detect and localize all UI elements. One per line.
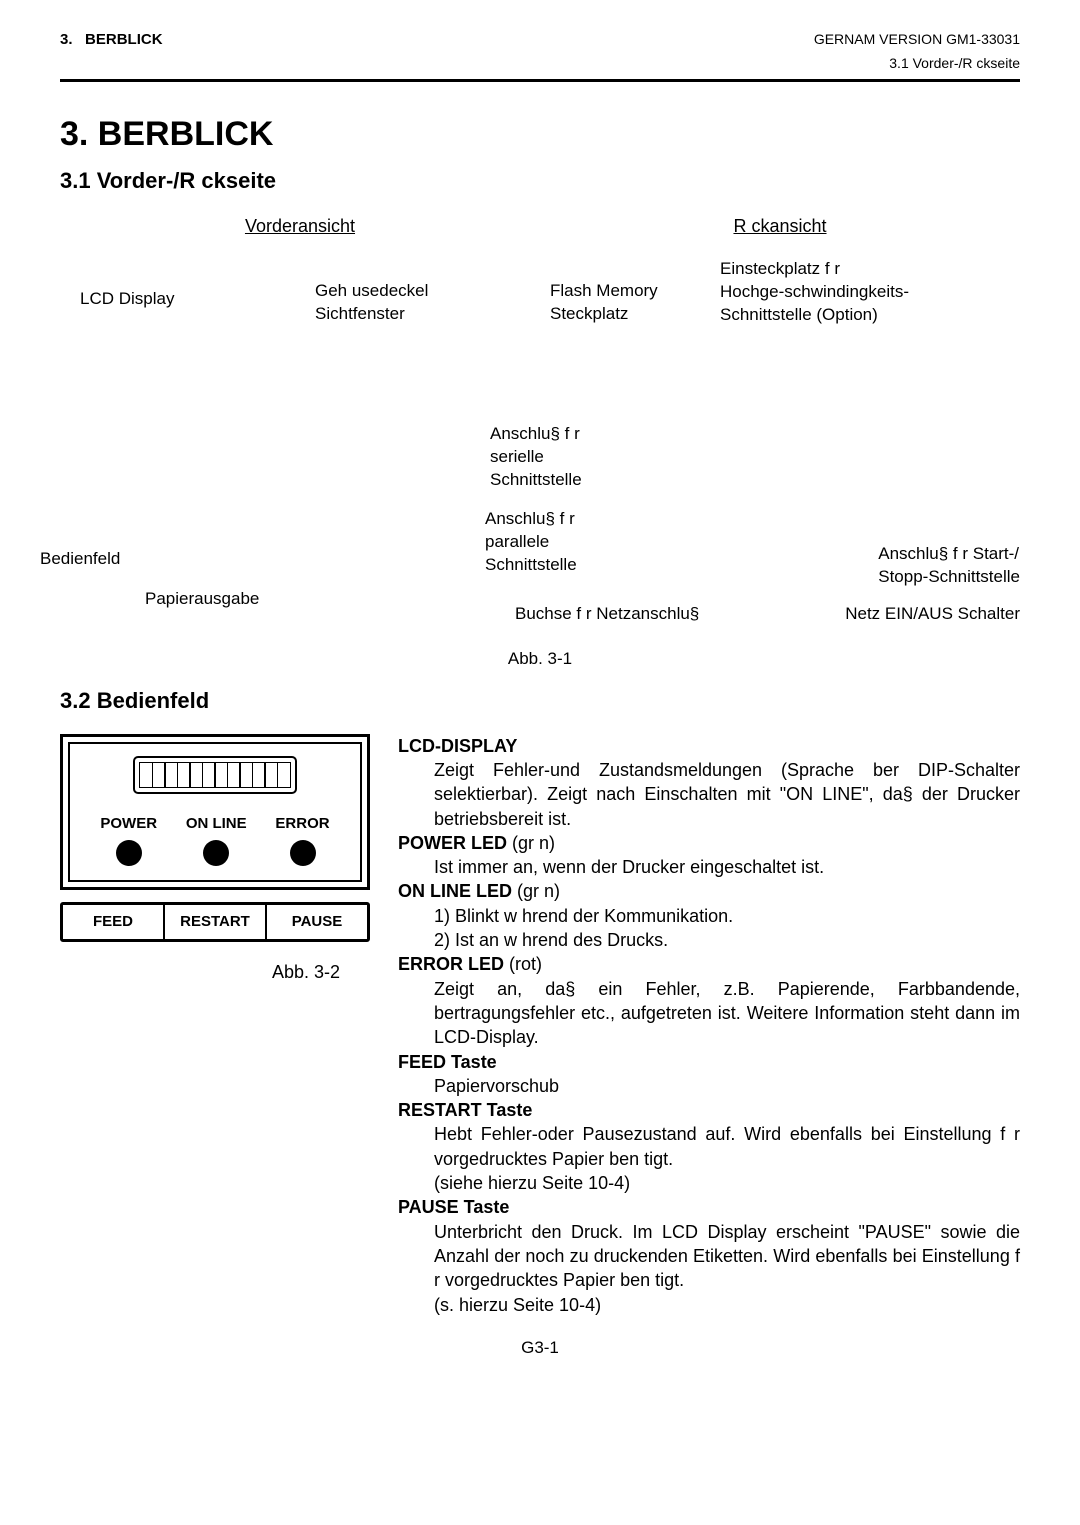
led-power: POWER — [100, 814, 157, 866]
feed-button[interactable]: FEED — [63, 905, 165, 939]
page-number: G3-1 — [60, 1337, 1020, 1360]
desc-error-term: ERROR LED (rot) — [398, 952, 1020, 976]
panel-illustration-column: POWER ON LINE ERROR FEED RESTART — [60, 734, 370, 1317]
label-control-panel: Bedienfeld — [40, 548, 120, 571]
label-highspeed-slot: Einsteckplatz f r Hochge-schwindingkeits… — [720, 258, 909, 327]
led-error: ERROR — [275, 814, 329, 866]
label-cover-window: Geh usedeckel Sichtfenster — [315, 280, 428, 326]
header-chapter-num: 3. — [60, 31, 73, 48]
desc-power-term-suffix: (gr n) — [512, 833, 555, 853]
desc-online-body2: 2) Ist an w hrend des Drucks. — [398, 928, 1020, 952]
header-chapter: 3. BERBLICK — [60, 30, 163, 50]
label-power-switch: Netz EIN/AUS Schalter — [845, 603, 1020, 626]
led-online: ON LINE — [186, 814, 247, 866]
button-row-frame: FEED RESTART PAUSE — [60, 902, 370, 942]
desc-error-body: Zeigt an, da§ ein Fehler, z.B. Papierend… — [398, 977, 1020, 1050]
front-view-heading: Vorderansicht — [245, 216, 355, 236]
label-power-socket: Buchse f r Netzanschlu§ — [515, 603, 699, 626]
desc-pause-body2: (s. hierzu Seite 10-4) — [398, 1293, 1020, 1317]
header-chapter-title: BERBLICK — [85, 31, 163, 48]
page-header: 3. BERBLICK GERNAM VERSION GM1-33031 — [60, 30, 1020, 50]
led-error-label: ERROR — [275, 814, 329, 834]
restart-button[interactable]: RESTART — [165, 905, 267, 939]
desc-restart-term: RESTART Taste — [398, 1098, 1020, 1122]
panel-inner-frame: POWER ON LINE ERROR — [68, 742, 362, 882]
label-start-stop: Anschlu§ f r Start-/ Stopp-Schnittstelle — [878, 543, 1020, 589]
figure-3-2-caption: Abb. 3-2 — [60, 960, 370, 984]
label-serial-port: Anschlu§ f r serielle Schnittstelle — [490, 423, 582, 492]
label-lcd-display: LCD Display — [80, 288, 174, 311]
desc-power-body: Ist immer an, wenn der Drucker eingescha… — [398, 855, 1020, 879]
desc-error-term-main: ERROR LED — [398, 954, 509, 974]
led-dot-icon — [290, 840, 316, 866]
desc-power-term-main: POWER LED — [398, 833, 512, 853]
label-flash-memory: Flash Memory Steckplatz — [550, 280, 658, 326]
desc-online-term: ON LINE LED (gr n) — [398, 879, 1020, 903]
header-subsection: 3.1 Vorder-/R ckseite — [60, 54, 1020, 73]
led-online-label: ON LINE — [186, 814, 247, 834]
desc-power-term: POWER LED (gr n) — [398, 831, 1020, 855]
pause-button[interactable]: PAUSE — [267, 905, 367, 939]
desc-feed-body: Papiervorschub — [398, 1074, 1020, 1098]
desc-feed-term: FEED Taste — [398, 1050, 1020, 1074]
lcd-wrapper — [86, 756, 344, 794]
desc-online-term-suffix: (gr n) — [517, 881, 560, 901]
led-dot-icon — [116, 840, 142, 866]
section-3-2-title: 3.2 Bedienfeld — [60, 686, 1020, 716]
led-power-label: POWER — [100, 814, 157, 834]
rear-view-heading: R ckansicht — [733, 216, 826, 236]
desc-restart-body: Hebt Fehler-oder Pausezustand auf. Wird … — [398, 1122, 1020, 1171]
lcd-frame — [133, 756, 297, 794]
panel-description-column: LCD-DISPLAY Zeigt Fehler-und Zustandsmel… — [398, 734, 1020, 1317]
desc-online-body1: 1) Blinkt w hrend der Kommunikation. — [398, 904, 1020, 928]
view-headings: Vorderansicht R ckansicht — [60, 214, 1020, 238]
diagram-labels-area: LCD Display Geh usedeckel Sichtfenster F… — [60, 258, 1020, 678]
desc-online-term-main: ON LINE LED — [398, 881, 517, 901]
desc-lcd-term: LCD-DISPLAY — [398, 734, 1020, 758]
header-version: GERNAM VERSION GM1-33031 — [814, 30, 1020, 50]
led-row: POWER ON LINE ERROR — [86, 814, 344, 866]
label-paper-output: Papierausgabe — [145, 588, 259, 611]
panel-outer-frame: POWER ON LINE ERROR — [60, 734, 370, 890]
label-parallel-port: Anschlu§ f r parallele Schnittstelle — [485, 508, 577, 577]
desc-lcd-body: Zeigt Fehler-und Zustandsmeldungen (Spra… — [398, 758, 1020, 831]
section-3-2-row: POWER ON LINE ERROR FEED RESTART — [60, 734, 1020, 1317]
header-divider — [60, 79, 1020, 82]
led-dot-icon — [203, 840, 229, 866]
desc-pause-body: Unterbricht den Druck. Im LCD Display er… — [398, 1220, 1020, 1293]
desc-restart-body2: (siehe hierzu Seite 10-4) — [398, 1171, 1020, 1195]
desc-error-term-suffix: (rot) — [509, 954, 542, 974]
figure-3-1-caption: Abb. 3-1 — [60, 648, 1020, 671]
section-3-1-title: 3.1 Vorder-/R ckseite — [60, 166, 1020, 196]
desc-pause-term: PAUSE Taste — [398, 1195, 1020, 1219]
chapter-title: 3. BERBLICK — [60, 112, 1020, 158]
lcd-cell — [277, 762, 291, 788]
lcd-cells — [139, 762, 291, 788]
